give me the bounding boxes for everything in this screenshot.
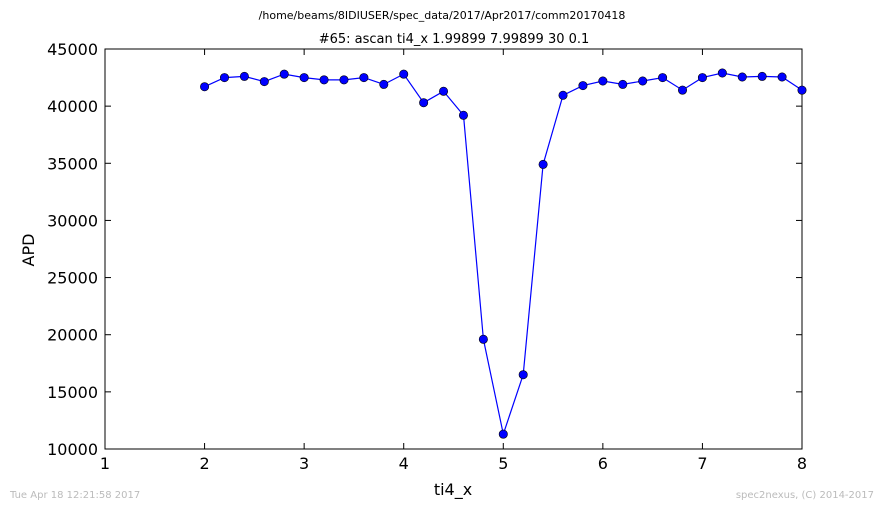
data-point	[419, 98, 429, 108]
plot-area: 1 2 3 4 5 6 7 8 10000 15000 20000 25000 30000 35000 40…	[47, 40, 807, 473]
y-tick-label: 10000	[47, 440, 98, 459]
data-series	[200, 68, 807, 439]
data-point	[797, 85, 807, 95]
data-point	[737, 72, 747, 82]
data-point	[319, 75, 329, 85]
data-point	[478, 334, 488, 344]
data-point	[339, 75, 349, 85]
x-tick-label: 2	[199, 454, 209, 473]
data-point	[578, 81, 588, 91]
data-point	[757, 71, 767, 81]
x-tick-label: 6	[598, 454, 608, 473]
x-tick-label: 3	[299, 454, 309, 473]
data-point	[538, 159, 548, 169]
data-point	[239, 71, 249, 81]
y-tick-label: 40000	[47, 97, 98, 116]
plot-frame	[104, 48, 803, 450]
data-point	[279, 69, 289, 79]
y-axis-label: APD	[19, 234, 38, 267]
data-point	[219, 73, 229, 83]
data-point	[299, 73, 309, 83]
data-point	[658, 73, 668, 83]
footer-timestamp: Tue Apr 18 12:21:58 2017	[9, 490, 140, 501]
y-tick-label: 35000	[47, 154, 98, 173]
data-point	[717, 68, 727, 78]
data-point	[359, 73, 369, 83]
file-path: /home/beams/8IDIUSER/spec_data/2017/Apr2…	[259, 9, 626, 22]
data-point	[598, 76, 608, 86]
data-point	[458, 110, 468, 120]
x-tick-label: 8	[797, 454, 807, 473]
data-point	[498, 429, 508, 439]
data-point	[399, 69, 409, 79]
y-tick-label: 30000	[47, 211, 98, 230]
x-tick-label: 5	[498, 454, 508, 473]
y-tick-label: 15000	[47, 383, 98, 402]
data-point	[518, 370, 528, 380]
data-point	[379, 79, 389, 89]
x-tick-label: 1	[100, 454, 110, 473]
data-point	[439, 86, 449, 96]
x-tick-label: 7	[697, 454, 707, 473]
data-point	[558, 90, 568, 100]
x-tick-label: 4	[399, 454, 409, 473]
y-tick-label: 45000	[47, 40, 98, 59]
x-axis-label: ti4_x	[434, 480, 472, 500]
axis-ticks: 1 2 3 4 5 6 7 8 10000 15000 20000 25000 30000 35000 40…	[47, 40, 807, 473]
footer-credit: spec2nexus, (C) 2014-2017	[736, 490, 874, 501]
y-tick-label: 20000	[47, 326, 98, 345]
data-point	[618, 79, 628, 89]
chart-title: #65: ascan ti4_x 1.99899 7.99899 30 0.1	[319, 32, 590, 47]
data-point	[678, 85, 688, 95]
data-point	[638, 76, 648, 86]
data-point	[259, 77, 269, 87]
data-point	[777, 72, 787, 82]
data-point	[200, 82, 210, 92]
y-tick-label: 25000	[47, 269, 98, 288]
data-point	[697, 73, 707, 83]
